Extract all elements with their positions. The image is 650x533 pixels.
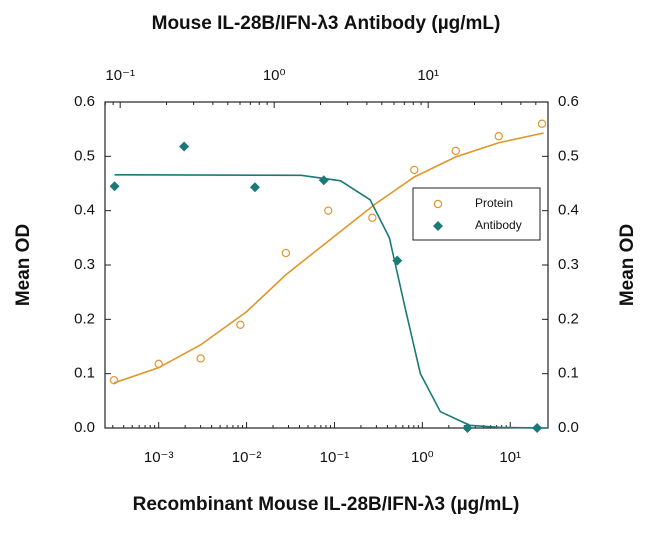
legend-box [412, 187, 541, 241]
x-tick-label: 10⁻² [232, 449, 262, 466]
marker [532, 423, 543, 433]
marker [109, 181, 120, 192]
legend-marker [433, 199, 443, 209]
marker [410, 165, 419, 175]
y-tick-label: 0.0 [74, 419, 95, 436]
marker [451, 146, 460, 156]
y2-tick-label: 0.4 [558, 202, 579, 219]
marker [179, 141, 190, 152]
x2-tick-label: 10⁻¹ [105, 67, 135, 84]
y-tick-label: 0.4 [74, 202, 95, 219]
marker [368, 213, 377, 222]
y-tick-label: 0.6 [74, 93, 95, 110]
y2-tick-label: 0.2 [558, 310, 579, 327]
marker [494, 132, 503, 141]
y2-tick-label: 0.0 [558, 419, 579, 436]
marker [324, 206, 333, 215]
fit-curve [113, 132, 544, 384]
marker [281, 248, 291, 258]
marker [109, 375, 119, 385]
top-axis-title: Mouse IL-28B/IFN-λ3 Antibody (µg/mL) [152, 13, 501, 34]
y-tick-label: 0.3 [74, 256, 95, 273]
x-tick-label: 10⁻³ [144, 449, 174, 466]
marker [537, 119, 547, 128]
marker [196, 354, 205, 363]
x2-tick-label: 10¹ [417, 67, 439, 84]
y-tick-label: 0.1 [74, 365, 95, 382]
legend-label: Protein [475, 196, 513, 210]
x-tick-label: 10¹ [499, 449, 521, 466]
right-axis-title: Mean OD [617, 224, 638, 306]
marker [249, 182, 260, 193]
marker [392, 255, 403, 266]
marker [236, 320, 245, 329]
legend-marker [433, 221, 443, 231]
y2-tick-label: 0.6 [558, 93, 579, 110]
x-tick-label: 10⁰ [411, 449, 434, 466]
marker [462, 423, 473, 433]
x-tick-label: 10⁻¹ [320, 449, 350, 466]
y2-tick-label: 0.1 [558, 365, 579, 382]
x2-tick-label: 10⁰ [263, 67, 286, 84]
marker [318, 175, 329, 186]
marker [154, 359, 163, 369]
legend-label: Antibody [475, 218, 522, 232]
bottom-axis-title: Recombinant Mouse IL-28B/IFN-λ3 (µg/mL) [133, 494, 520, 515]
y2-tick-label: 0.3 [558, 256, 579, 273]
y-tick-label: 0.5 [74, 147, 95, 164]
y2-tick-label: 0.5 [558, 147, 579, 164]
y-tick-label: 0.2 [74, 310, 95, 327]
left-axis-title: Mean OD [13, 224, 34, 306]
